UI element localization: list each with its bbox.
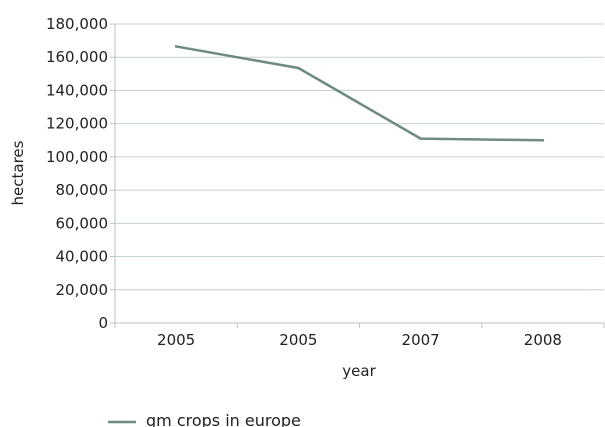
- y-tick-label: 160,000: [46, 48, 108, 66]
- legend: gm crops in europe: [108, 411, 301, 427]
- data-point: [541, 138, 545, 142]
- data-point: [174, 45, 178, 48]
- x-tick-label: 2008: [524, 331, 562, 349]
- y-tick-label: 20,000: [56, 281, 109, 299]
- y-tick-label: 140,000: [46, 81, 108, 99]
- y-tick-label: 60,000: [56, 214, 109, 232]
- y-axis-title: hectares: [9, 140, 27, 205]
- y-tick-label: 120,000: [46, 115, 108, 133]
- y-axis: 0 20,000 40,000 60,000 80,000 100,000 120,000 1…: [46, 15, 116, 332]
- x-axis: 2005 2005 2007 2008: [114, 322, 605, 349]
- x-tick-label: 2005: [157, 331, 195, 349]
- legend-label: gm crops in europe: [146, 411, 301, 427]
- series-layer: [174, 45, 545, 142]
- gridlines: [115, 23, 604, 291]
- y-tick-label: 180,000: [46, 15, 108, 33]
- series-line: [175, 45, 543, 142]
- y-tick-label: 0: [98, 314, 108, 332]
- x-tick-label: 2007: [402, 331, 440, 349]
- data-point: [419, 137, 422, 140]
- data-point: [297, 66, 300, 70]
- x-tick-label: 2005: [279, 331, 317, 349]
- y-tick-label: 40,000: [56, 248, 109, 266]
- x-axis-title: year: [342, 362, 376, 380]
- y-tick-label: 80,000: [56, 181, 109, 199]
- y-tick-label: 100,000: [46, 148, 108, 166]
